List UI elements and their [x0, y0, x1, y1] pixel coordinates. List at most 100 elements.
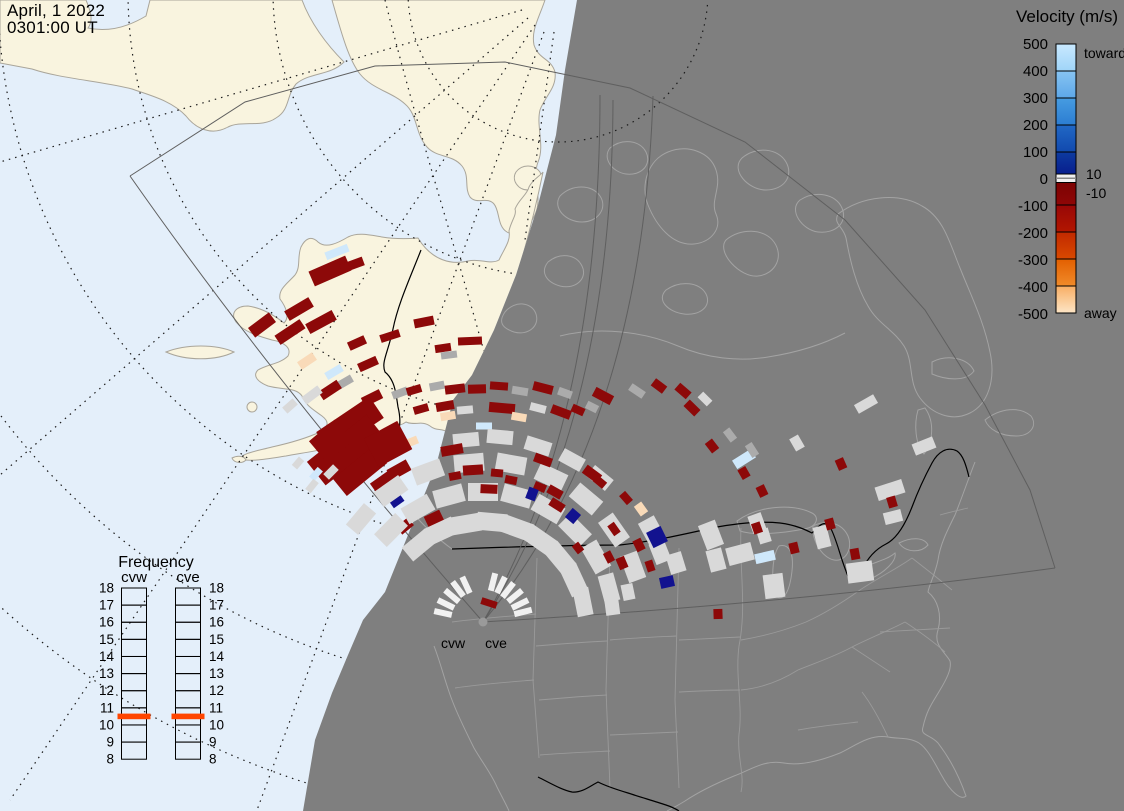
colorbar-segment: [1055, 124, 1077, 153]
velocity-cell-dr: [489, 381, 509, 391]
velocity-cell-dr: [571, 541, 585, 555]
velocity-cell-dr: [548, 497, 566, 513]
velocity-cell-lb: [324, 363, 344, 381]
velocity-cell-dr: [339, 256, 365, 274]
velocity-cell-gs: [620, 582, 636, 602]
velocity-cell-gs: [572, 586, 594, 618]
velocity-cell-dr: [247, 312, 277, 338]
velocity-cell-gs: [845, 560, 875, 584]
velocity-cell-gm: [428, 380, 446, 392]
frequency-scale-label-right: 15: [209, 632, 224, 647]
velocity-cell-dr: [632, 537, 646, 553]
country-borders: [383, 249, 970, 811]
velocity-cell-gs: [533, 462, 569, 492]
frequency-scale-label-left: 11: [100, 700, 114, 715]
frequency-scale-label-left: 18: [99, 581, 114, 596]
timestamp-block: April, 1 2022 0301:00 UT: [7, 2, 105, 36]
velocity-tick-label: -200: [1018, 225, 1048, 242]
frequency-scale-label-left: 13: [99, 666, 114, 681]
velocity-cells-layer: [247, 243, 937, 620]
velocity-cell-dr: [444, 383, 466, 395]
velocity-cell-wt: [487, 572, 499, 592]
colorbar-segment: [1055, 97, 1077, 126]
velocity-cell-pc: [633, 501, 649, 517]
velocity-cell-dr: [650, 378, 668, 394]
velocity-tick-label: -400: [1018, 279, 1048, 296]
upper-threshold-label: 10: [1086, 166, 1102, 182]
velocity-cell-nb: [387, 491, 405, 509]
velocity-cell-dr: [674, 382, 692, 400]
velocity-cell-wt: [450, 580, 466, 598]
velocity-cell-gs: [486, 428, 514, 446]
velocity-cell-gm: [744, 441, 760, 459]
velocity-cell-dr: [305, 310, 337, 334]
velocity-cell-dr: [448, 470, 462, 482]
velocity-tick-label: -500: [1018, 306, 1048, 323]
velocity-cell-dr: [467, 384, 487, 394]
velocity-cell-gs: [789, 434, 805, 452]
velocity-cell-dr: [619, 490, 633, 506]
velocity-cell-gs: [665, 551, 687, 575]
velocity-cell-dr: [490, 468, 504, 478]
velocity-cell-gs: [476, 511, 508, 533]
velocity-cell-gm: [557, 386, 573, 400]
velocity-cell-dr: [440, 443, 464, 457]
velocity-cell-gs: [568, 482, 604, 516]
velocity-cell-wt: [500, 581, 516, 599]
velocity-cell-wt: [436, 597, 456, 611]
velocity-cell-dr: [683, 399, 701, 417]
velocity-cell-gs: [456, 405, 474, 415]
colorbar-segment: [1055, 204, 1077, 233]
velocity-cell-dr: [788, 541, 800, 555]
away-label: away: [1084, 305, 1117, 321]
frequency-scale-label-left: 9: [106, 735, 114, 750]
velocity-cell-gs: [291, 456, 305, 470]
velocity-cell-dr: [357, 355, 379, 373]
frequency-scale-label-right: 10: [209, 717, 224, 732]
velocity-cell-dr: [413, 315, 435, 329]
velocity-cell-gs: [558, 448, 586, 472]
velocity-cell-wt: [506, 587, 524, 605]
velocity-cell-dr: [434, 342, 452, 354]
velocity-cell-dr: [532, 480, 548, 494]
velocity-cell-gm: [391, 386, 409, 400]
velocity-cell-pc: [297, 352, 317, 370]
velocity-cell-nb: [525, 486, 539, 502]
velocity-cell-dr: [713, 608, 723, 620]
frequency-scale-label-right: 12: [209, 683, 224, 698]
velocity-cell-dr: [332, 446, 388, 496]
velocity-cell-dr: [550, 404, 572, 420]
velocity-cell-gs: [697, 519, 725, 551]
velocity-cell-gs: [529, 402, 547, 414]
velocity-tick-label: 0: [1040, 171, 1048, 188]
velocity-cell-lb: [754, 549, 776, 565]
frequency-scale-label-right: 14: [209, 649, 225, 664]
velocity-cell-gs: [301, 385, 323, 405]
frequency-scale-label-right: 8: [209, 752, 217, 767]
velocity-cell-gs: [580, 539, 612, 575]
velocity-cell-gs: [558, 513, 592, 547]
colorbar-segment: [1055, 70, 1077, 99]
velocity-cell-gs: [725, 541, 755, 567]
velocity-cell-dr: [480, 484, 498, 494]
velocity-cell-dr: [306, 414, 386, 486]
frequency-scale-label-left: 15: [99, 632, 114, 647]
frequency-scale-label-right: 11: [209, 700, 223, 715]
velocity-cell-dr: [592, 475, 608, 489]
velocity-cell-wt: [494, 575, 508, 595]
radar-label-cve: cve: [485, 635, 507, 651]
frequency-scale-label-left: 10: [99, 717, 114, 732]
velocity-cell-dr: [308, 255, 352, 287]
velocity-cell-dr: [405, 384, 423, 396]
velocity-cell-dr: [308, 419, 354, 463]
velocity-cell-gs: [423, 516, 459, 546]
velocity-cell-wt: [433, 608, 453, 618]
colorbar-segment: [1055, 285, 1077, 314]
colorbar-segment: [1055, 43, 1077, 72]
fov-outer-arc: [129, 61, 1056, 569]
frequency-scale-label-right: 9: [209, 735, 217, 750]
velocity-cell-gs: [373, 475, 409, 507]
velocity-tick-label: 100: [1023, 144, 1048, 161]
fov-west-edge: [129, 175, 484, 623]
